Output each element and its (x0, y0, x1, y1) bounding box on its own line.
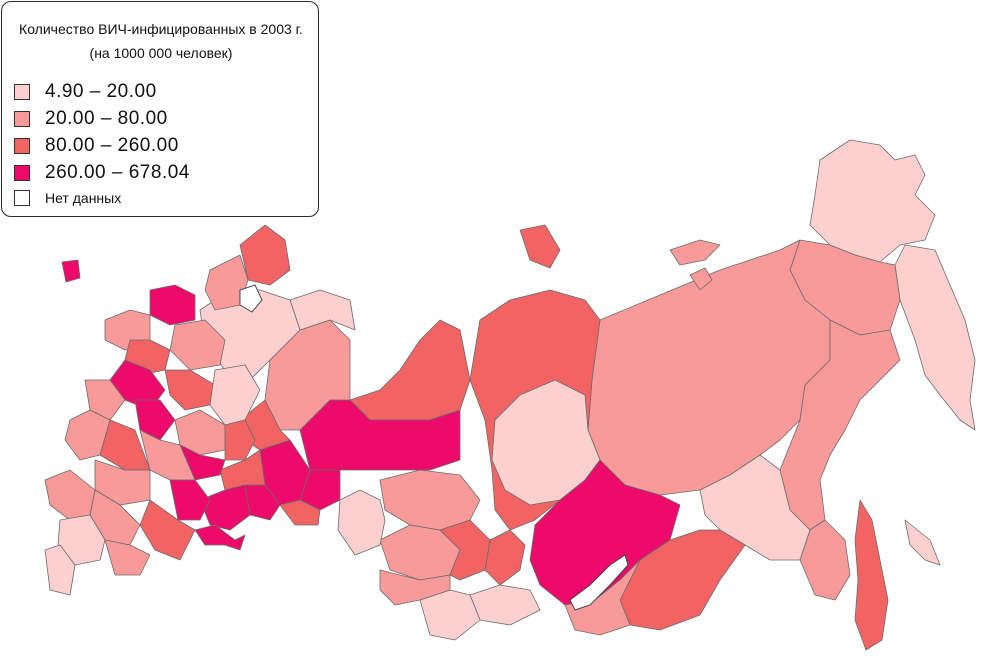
region-orenburg[interactable] (199, 484, 251, 531)
legend-swatch (14, 84, 30, 100)
region-dagestan[interactable] (44, 544, 76, 596)
legend-label: 260.00 – 678.04 (45, 162, 190, 183)
legend-label: 20.00 – 80.00 (45, 108, 168, 129)
region-kostroma[interactable] (164, 369, 216, 411)
region-kurgan[interactable] (279, 499, 321, 526)
region-altai-krai[interactable] (379, 569, 451, 606)
region-kalmykia[interactable] (104, 539, 151, 576)
region-altai[interactable] (419, 589, 481, 641)
region-saratov[interactable] (169, 479, 211, 521)
region-tuva[interactable] (469, 584, 541, 626)
region-murmansk[interactable] (239, 224, 291, 286)
region-bryansk[interactable] (64, 409, 111, 461)
legend-swatch (14, 111, 30, 127)
region-stavropol[interactable] (57, 514, 106, 566)
legend-label: Нет данных (45, 190, 122, 206)
region-omsk[interactable] (337, 489, 386, 556)
region-kuril[interactable] (904, 519, 941, 566)
region-new-siberian[interactable] (689, 267, 713, 291)
region-tomsk[interactable] (379, 469, 481, 531)
white-sea (239, 284, 263, 313)
region-kaliningrad[interactable] (61, 259, 81, 283)
region-astrakhan[interactable] (194, 524, 246, 551)
legend-title: Количество ВИЧ-инфицированных в 2003 г. (19, 21, 303, 37)
legend-swatch (14, 165, 30, 181)
legend-label: 80.00 – 260.00 (45, 135, 179, 156)
region-khabarovsk[interactable] (779, 319, 901, 531)
region-kemerovo[interactable] (439, 519, 491, 581)
map-legend: Количество ВИЧ-инфицированных в 2003 г. … (1, 1, 319, 217)
legend-label: 4.90 – 20.00 (45, 81, 157, 102)
lake-baikal (569, 554, 629, 611)
region-smolensk[interactable] (84, 379, 126, 421)
region-wrangel[interactable] (669, 239, 721, 266)
region-yamal[interactable] (349, 319, 471, 421)
region-leningrad[interactable] (149, 284, 196, 326)
legend-subtitle: (на 1000 000 человек) (89, 45, 233, 61)
region-moscow[interactable] (134, 399, 176, 441)
region-primorye[interactable] (799, 519, 851, 601)
region-novaya-zemlya[interactable] (519, 224, 561, 269)
region-khanty-mansi[interactable] (299, 399, 461, 471)
region-krasnodar[interactable] (44, 469, 96, 521)
region-chukotka[interactable] (809, 139, 936, 263)
region-tatarstan[interactable] (224, 419, 256, 461)
region-sakhalin[interactable] (854, 499, 889, 651)
region-buryatia[interactable] (564, 559, 641, 636)
legend-swatch (14, 138, 30, 154)
region-khakassia[interactable] (484, 529, 526, 586)
legend-swatch (14, 190, 30, 206)
region-kamchatka[interactable] (894, 244, 976, 431)
